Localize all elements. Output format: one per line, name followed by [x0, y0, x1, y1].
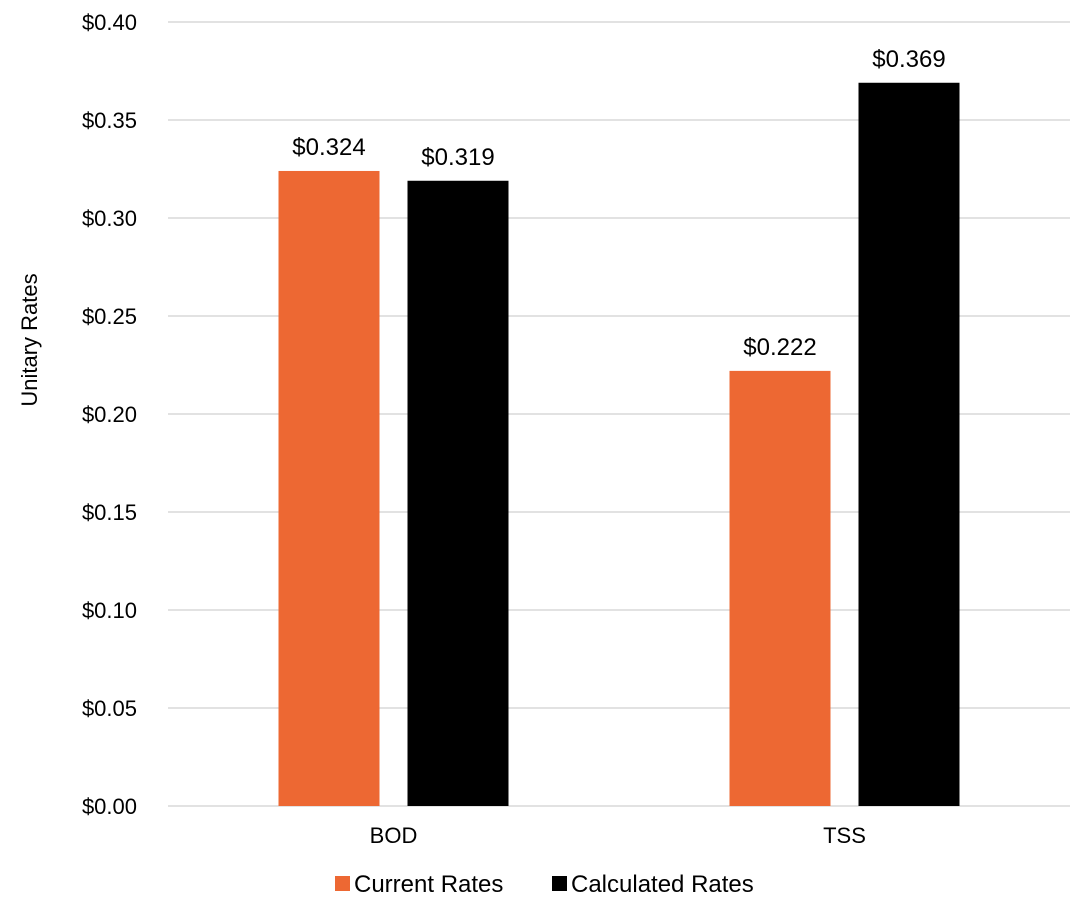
legend: Current Rates Calculated Rates	[335, 871, 754, 898]
bar-bod-calculated-rates	[407, 180, 509, 806]
y-tick-label: $0.05	[82, 696, 137, 721]
category-label: TSS	[823, 823, 866, 848]
bar-bod-current-rates	[278, 170, 380, 806]
bars	[278, 82, 960, 806]
bar-tss-current-rates	[729, 370, 831, 806]
y-tick-label: $0.30	[82, 206, 137, 231]
legend-label: Calculated Rates	[571, 871, 754, 898]
legend-label: Current Rates	[354, 871, 503, 898]
y-axis-title: Unitary Rates	[17, 273, 42, 406]
category-label: BOD	[370, 823, 418, 848]
y-tick-label: $0.20	[82, 402, 137, 427]
x-axis-category-labels: BOD TSS	[370, 823, 866, 848]
y-tick-label: $0.35	[82, 108, 137, 133]
y-axis-tick-labels: $0.00 $0.05 $0.10 $0.15 $0.20 $0.25 $0.30 $0.35…	[82, 10, 137, 819]
data-label: $0.222	[743, 334, 816, 361]
y-tick-label: $0.25	[82, 304, 137, 329]
bar-tss-calculated-rates	[858, 82, 960, 806]
y-tick-label: $0.00	[82, 794, 137, 819]
data-label: $0.319	[421, 144, 494, 171]
y-tick-label: $0.15	[82, 500, 137, 525]
legend-swatch	[552, 876, 567, 891]
data-label: $0.324	[292, 134, 365, 161]
y-tick-label: $0.40	[82, 10, 137, 35]
data-label: $0.369	[872, 46, 945, 73]
data-labels: $0.324 $0.319 $0.222 $0.369	[292, 46, 945, 361]
y-tick-label: $0.10	[82, 598, 137, 623]
legend-swatch	[335, 876, 350, 891]
